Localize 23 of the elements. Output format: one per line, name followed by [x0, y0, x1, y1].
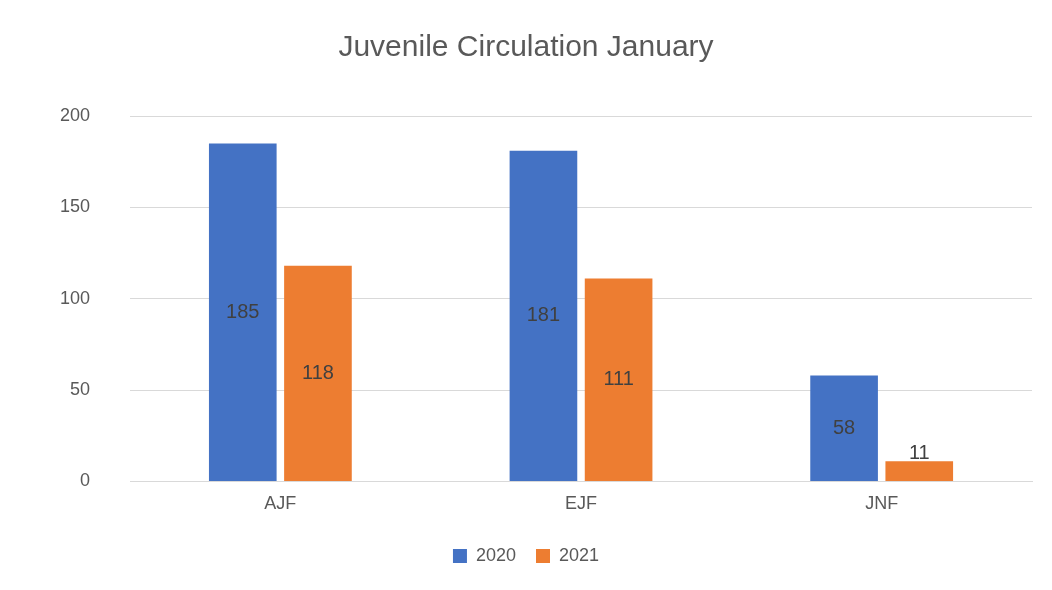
y-tick-label: 150: [59, 196, 91, 217]
data-label: 11: [908, 440, 930, 463]
bar: [208, 143, 277, 481]
data-label: 58: [832, 415, 856, 438]
y-tick-label: 200: [59, 104, 91, 125]
data-label: 185: [226, 299, 260, 322]
bar: [284, 265, 352, 481]
y-tick-label: 100: [59, 287, 91, 308]
x-tick-label: JNF: [865, 493, 899, 514]
legend-label: 2021: [559, 544, 600, 565]
chart-title: Juvenile Circulation January: [338, 29, 714, 63]
bar: [810, 375, 878, 481]
bar: [885, 461, 954, 481]
x-tick-label: AJF: [264, 493, 297, 514]
data-label: 118: [302, 360, 334, 383]
bar: [584, 278, 653, 481]
data-label: 111: [603, 367, 634, 390]
legend-label: 2020: [475, 544, 516, 565]
x-tick-label: EJF: [565, 493, 598, 514]
y-tick-label: 50: [70, 379, 91, 400]
bar: [509, 150, 578, 481]
data-label: 181: [526, 303, 561, 326]
y-tick-label: 0: [80, 470, 91, 491]
